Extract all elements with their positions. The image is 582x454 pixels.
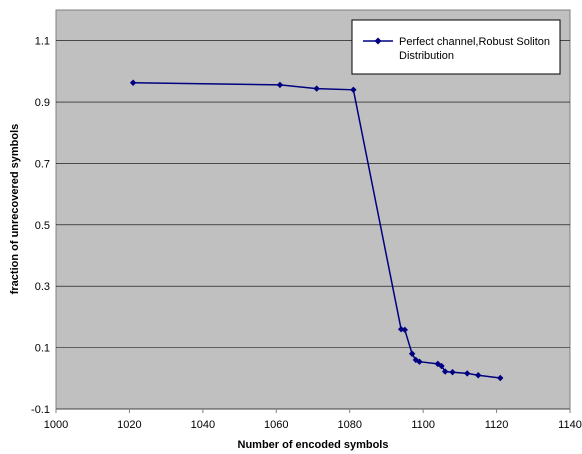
y-tick-label: -0.1 — [31, 404, 50, 416]
data-point — [408, 350, 416, 357]
x-tick-label: 1000 — [44, 419, 68, 431]
y-tick-label: 0.5 — [35, 220, 50, 232]
data-point — [129, 79, 137, 86]
x-tick-label: 1040 — [191, 419, 215, 431]
data-point — [441, 368, 449, 375]
data-point — [475, 372, 482, 379]
x-axis-title: Number of encoded symbols — [238, 439, 389, 451]
data-point — [350, 86, 357, 93]
legend-box — [351, 19, 561, 75]
legend: Perfect channel,Robust Soliton Distribut… — [351, 19, 561, 75]
y-tick-label: 0.1 — [35, 343, 50, 355]
x-axis-tick-labels: 1000 1020 1040 1060 1080 1100 1120 1140 — [44, 409, 582, 431]
plot-area — [55, 9, 571, 410]
x-tick-label: 1100 — [411, 419, 435, 431]
data-point — [449, 368, 456, 376]
data-point — [401, 326, 408, 334]
x-tick-label: 1080 — [337, 419, 361, 431]
data-point — [276, 81, 284, 89]
y-axis-tick-labels: -0.1 0.1 0.3 0.5 0.7 0.9 1.1 — [31, 36, 50, 416]
data-point — [438, 362, 445, 370]
legend-label-line-1: Perfect channel,Robust Soliton — [399, 36, 550, 48]
x-tick-label: 1120 — [485, 419, 509, 431]
y-tick-label: 1.1 — [35, 36, 50, 48]
data-point — [464, 370, 471, 377]
y-tick-label: 0.7 — [35, 158, 50, 170]
data-point — [497, 374, 504, 382]
x-tick-label: 1060 — [264, 419, 288, 431]
series-group — [129, 79, 504, 382]
x-tick-label: 1020 — [117, 419, 141, 431]
legend-label-line-2: Distribution — [399, 50, 454, 62]
y-tick-label: 0.9 — [35, 97, 50, 109]
y-tick-label: 0.3 — [35, 281, 50, 293]
data-point — [313, 85, 320, 92]
x-tick-label: 1140 — [558, 419, 582, 431]
legend-marker-sample — [374, 37, 382, 45]
y-axis-title: fraction of unrecovered symbols — [9, 124, 21, 295]
data-point — [416, 358, 423, 365]
